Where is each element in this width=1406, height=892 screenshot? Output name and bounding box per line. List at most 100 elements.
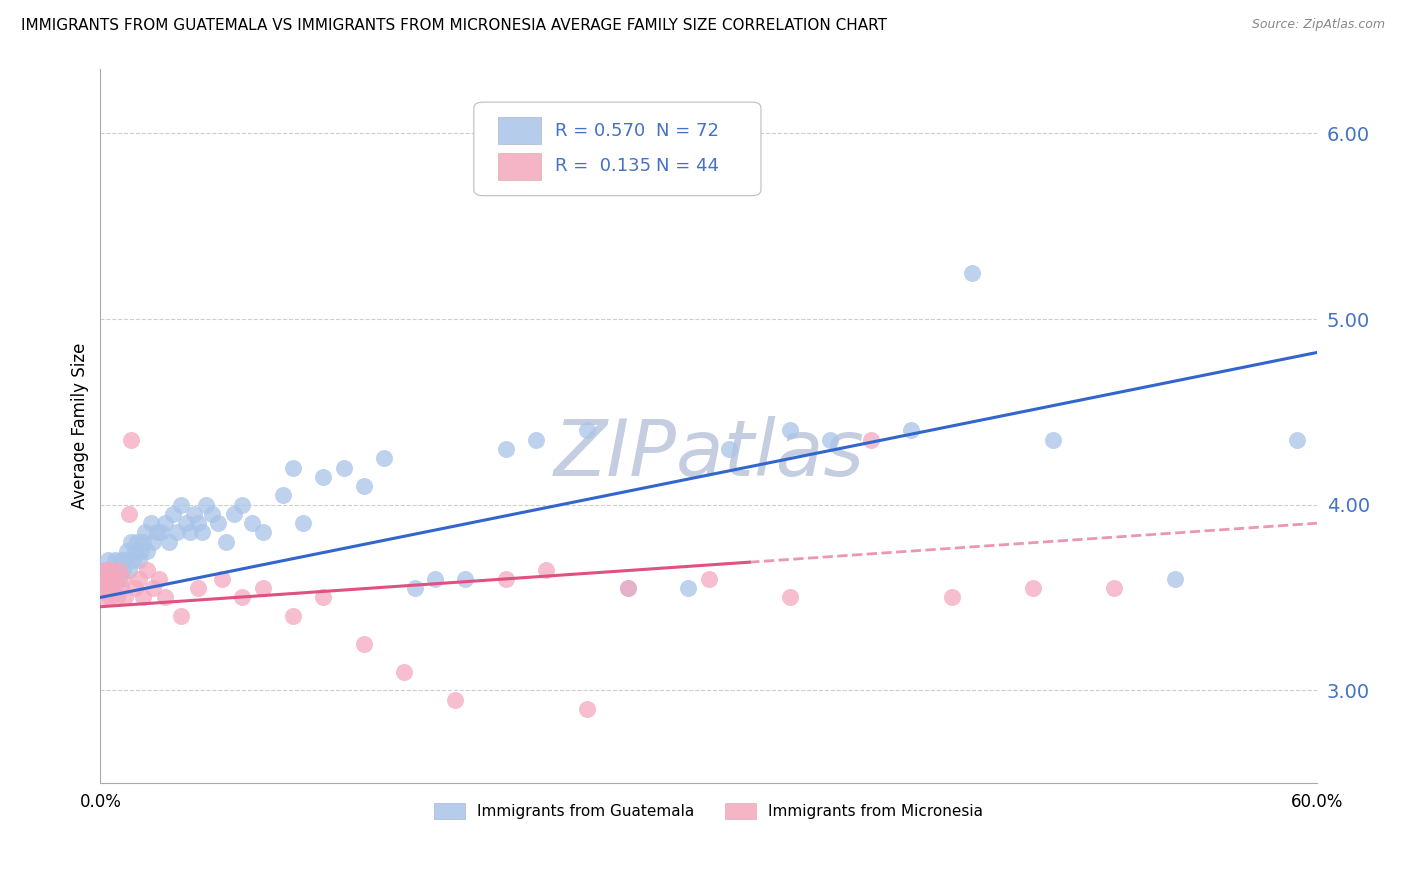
Point (121, 553, 143, 567)
Point (187, 516, 209, 531)
Point (941, 591, 963, 605)
Point (717, 442, 740, 456)
Text: R = 0.570: R = 0.570 (555, 121, 645, 140)
Point (96, 563, 118, 577)
Point (93, 572, 115, 586)
Point (170, 498, 193, 512)
Point (201, 507, 224, 521)
FancyBboxPatch shape (498, 153, 541, 180)
Point (207, 516, 229, 531)
Point (1042, 433, 1064, 447)
Point (900, 424, 922, 438)
Point (179, 525, 201, 540)
Point (162, 507, 184, 521)
Y-axis label: Average Family Size: Average Family Size (72, 343, 89, 509)
Point (155, 591, 177, 605)
Point (373, 451, 395, 466)
Point (114, 591, 136, 605)
Point (444, 692, 467, 706)
Point (183, 507, 205, 521)
Point (312, 591, 335, 605)
Point (128, 572, 150, 586)
Point (353, 637, 375, 651)
Point (118, 563, 141, 577)
Point (231, 591, 253, 605)
Point (166, 525, 188, 540)
Point (97, 581, 120, 595)
Point (1102, 581, 1125, 595)
Point (292, 516, 315, 531)
Point (148, 572, 170, 586)
Point (536, 563, 558, 577)
Point (157, 534, 180, 549)
Point (281, 460, 304, 475)
Point (100, 572, 122, 586)
Point (155, 516, 177, 531)
Point (132, 534, 155, 549)
Point (281, 609, 304, 624)
Point (779, 424, 801, 438)
Point (93, 572, 115, 586)
Point (96, 563, 118, 577)
Point (101, 581, 124, 595)
Point (495, 572, 517, 586)
Point (312, 470, 335, 484)
Point (524, 433, 547, 447)
Point (97, 581, 120, 595)
Point (242, 516, 264, 531)
Text: Source: ZipAtlas.com: Source: ZipAtlas.com (1251, 18, 1385, 31)
Point (115, 544, 138, 558)
Point (174, 516, 197, 531)
Text: N = 44: N = 44 (657, 157, 720, 176)
Point (103, 572, 125, 586)
Point (394, 665, 416, 679)
Point (1285, 433, 1308, 447)
Point (224, 507, 246, 521)
Text: IMMIGRANTS FROM GUATEMALA VS IMMIGRANTS FROM MICRONESIA AVERAGE FAMILY SIZE CORR: IMMIGRANTS FROM GUATEMALA VS IMMIGRANTS … (21, 18, 887, 33)
Text: R =  0.135: R = 0.135 (555, 157, 651, 176)
Legend: Immigrants from Guatemala, Immigrants from Micronesia: Immigrants from Guatemala, Immigrants fr… (429, 797, 988, 825)
Point (404, 581, 426, 595)
Point (252, 525, 274, 540)
Point (353, 479, 375, 493)
Point (110, 581, 132, 595)
Point (146, 525, 169, 540)
Point (118, 507, 141, 521)
Point (107, 572, 129, 586)
Point (332, 460, 354, 475)
Point (779, 591, 801, 605)
Point (150, 525, 173, 540)
Point (105, 563, 128, 577)
Point (1022, 581, 1045, 595)
Point (820, 433, 842, 447)
Text: N = 72: N = 72 (657, 121, 720, 140)
Point (97, 553, 120, 567)
Point (139, 516, 162, 531)
Point (194, 498, 217, 512)
Point (132, 591, 155, 605)
Text: ZIPatlas: ZIPatlas (553, 417, 865, 492)
Point (170, 609, 193, 624)
Point (211, 572, 233, 586)
Point (107, 563, 129, 577)
Point (1164, 572, 1187, 586)
Point (454, 572, 477, 586)
Point (103, 572, 125, 586)
Point (129, 544, 152, 558)
Point (697, 572, 720, 586)
Point (136, 544, 159, 558)
Point (91, 581, 114, 595)
Point (616, 581, 638, 595)
Point (136, 563, 159, 577)
Point (142, 534, 165, 549)
Point (616, 581, 638, 595)
FancyBboxPatch shape (498, 117, 541, 145)
Point (423, 572, 446, 586)
Point (187, 581, 209, 595)
Point (124, 544, 146, 558)
Point (125, 534, 148, 549)
Point (960, 266, 983, 280)
Point (190, 525, 212, 540)
Point (111, 572, 134, 586)
Point (575, 702, 598, 716)
